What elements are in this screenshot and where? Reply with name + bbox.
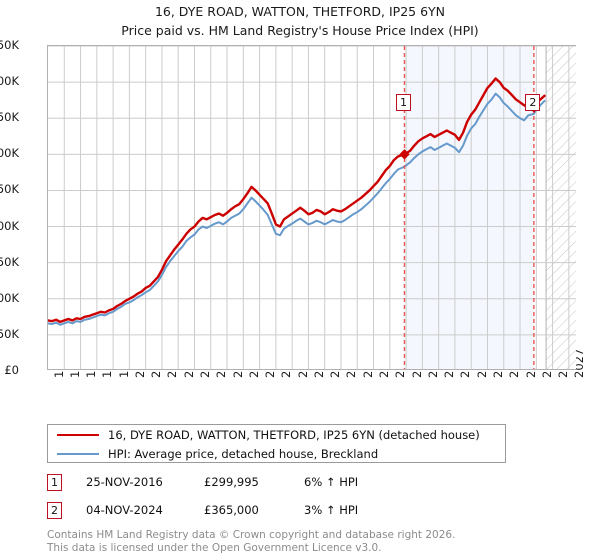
- legend-item-property: 16, DYE ROAD, WATTON, THETFORD, IP25 6YN…: [48, 426, 505, 444]
- y-tick-label: £400K: [0, 74, 19, 89]
- transaction-hpi-delta-2: 3% ↑ HPI: [304, 503, 359, 517]
- legend-swatch-property: [57, 434, 99, 436]
- forecast-hatched-region: [545, 46, 576, 369]
- chart-legend: 16, DYE ROAD, WATTON, THETFORD, IP25 6YN…: [47, 424, 506, 463]
- transaction-badge-1: 1: [47, 473, 62, 491]
- chart-area: £0 £50K £100K £150K £200K £250K £300K £350K £400…: [0, 38, 600, 378]
- y-tick-label: £200K: [0, 218, 19, 233]
- series-lines: [48, 77, 546, 326]
- transaction-date-2: 04-NOV-2024: [86, 503, 163, 517]
- y-tick-label: £450K: [0, 38, 19, 52]
- legend-label-hpi: HPI: Average price, detached house, Brec…: [108, 447, 379, 461]
- page-title: 16, DYE ROAD, WATTON, THETFORD, IP25 6YN…: [0, 2, 600, 40]
- transaction-date-1: 25-NOV-2016: [86, 475, 163, 489]
- legend-item-hpi: HPI: Average price, detached house, Brec…: [48, 445, 505, 463]
- marker-guide-lines: [403, 46, 535, 369]
- chart-svg: [48, 46, 576, 369]
- title-line-primary: 16, DYE ROAD, WATTON, THETFORD, IP25 6YN: [154, 4, 446, 19]
- y-tick-label: £250K: [0, 182, 19, 197]
- y-tick-label: £0: [4, 363, 19, 377]
- marker-flag-2[interactable]: 2: [525, 94, 541, 111]
- footer-line-licence: This data is licensed under the Open Gov…: [47, 541, 382, 554]
- footer-attribution: Contains HM Land Registry data © Crown c…: [47, 529, 577, 554]
- transaction-row-1[interactable]: 1 25-NOV-2016 £299,995 6% ↑ HPI: [47, 472, 517, 492]
- transaction-price-2: £365,000: [204, 503, 259, 517]
- footer-line-copyright: Contains HM Land Registry data © Crown c…: [47, 529, 456, 541]
- legend-label-property: 16, DYE ROAD, WATTON, THETFORD, IP25 6YN…: [108, 428, 480, 442]
- plot-canvas: [47, 45, 576, 370]
- marker-flag-1[interactable]: 1: [395, 94, 411, 111]
- grid-lines: [48, 46, 576, 369]
- legend-swatch-hpi: [57, 453, 99, 455]
- y-tick-label: £50K: [0, 326, 19, 341]
- transaction-hpi-delta-1: 6% ↑ HPI: [304, 475, 359, 489]
- y-tick-label: £300K: [0, 146, 19, 161]
- y-tick-label: £100K: [0, 290, 19, 305]
- shaded-period-region: [404, 46, 534, 369]
- y-tick-label: £150K: [0, 254, 19, 269]
- y-tick-label: £350K: [0, 110, 19, 125]
- transaction-badge-2: 2: [47, 501, 62, 519]
- transaction-price-1: £299,995: [204, 475, 259, 489]
- transaction-row-2[interactable]: 2 04-NOV-2024 £365,000 3% ↑ HPI: [47, 500, 517, 520]
- title-line-secondary: Price paid vs. HM Land Registry's House …: [121, 23, 479, 38]
